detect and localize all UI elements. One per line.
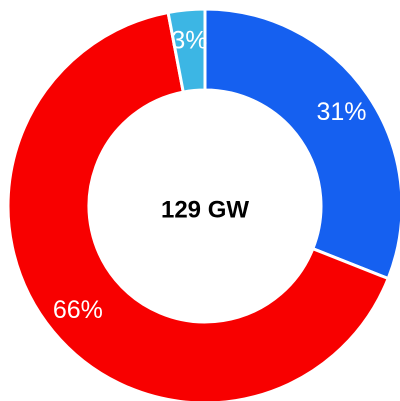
slice-1 bbox=[6, 10, 391, 401]
center-total-label: 129 GW bbox=[161, 196, 249, 223]
slice-label-1: 66% bbox=[53, 296, 103, 324]
slice-0 bbox=[203, 7, 400, 281]
slices-group bbox=[6, 7, 400, 401]
slice-labels-group: 31% 66% 3% bbox=[53, 26, 367, 323]
slice-2 bbox=[166, 7, 207, 94]
slice-label-0: 31% bbox=[316, 98, 366, 126]
slice-label-2: 3% bbox=[171, 26, 207, 54]
